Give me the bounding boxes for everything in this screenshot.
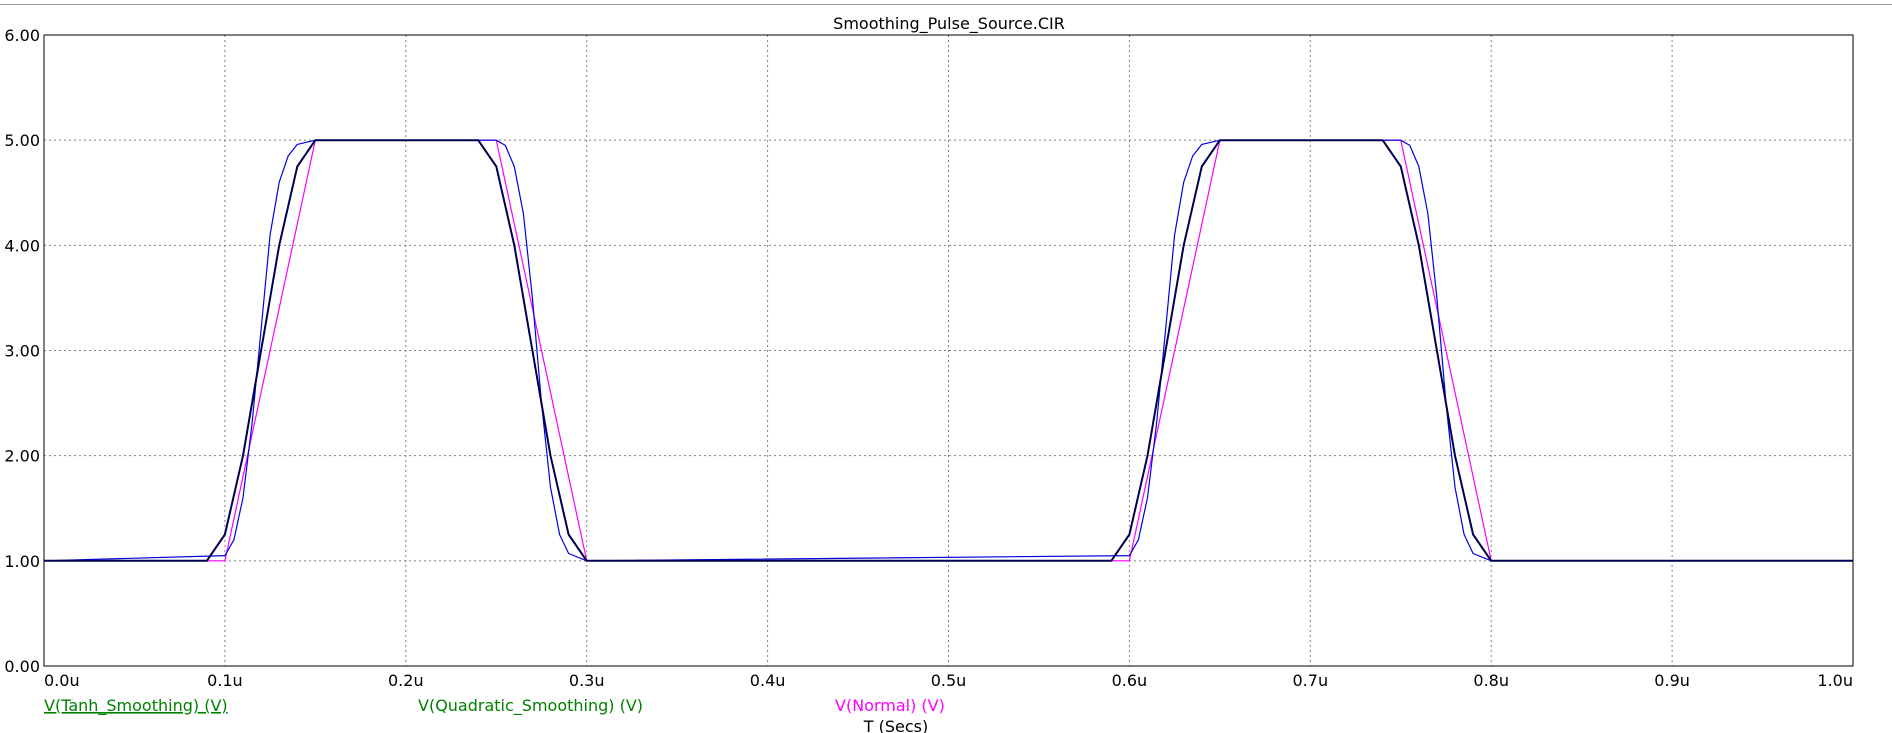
x-tick-label: 0.3u [569, 671, 605, 690]
series-line-tanh [43, 139, 1853, 562]
y-tick-label: 3.00 [4, 342, 40, 361]
x-tick-label: 0.2u [388, 671, 424, 690]
x-tick-label: 0.0u [44, 671, 80, 690]
y-tick-label: 5.00 [4, 131, 40, 150]
legend: V(Tanh_Smoothing) (V) V(Quadratic_Smooth… [44, 696, 945, 716]
y-axis-ticks: 0.00 1.00 2.00 3.00 4.00 5.00 6.00 [4, 26, 40, 676]
x-tick-label: 0.4u [750, 671, 786, 690]
x-tick-label: 0.5u [931, 671, 967, 690]
x-axis-label: T (Secs) [863, 717, 928, 733]
y-tick-label: 6.00 [4, 26, 40, 45]
grid [44, 35, 1853, 666]
y-tick-label: 1.00 [4, 552, 40, 571]
series-lines [43, 139, 1853, 562]
y-tick-label: 4.00 [4, 236, 40, 255]
chart-title: Smoothing_Pulse_Source.CIR [833, 14, 1065, 34]
x-tick-label: 0.6u [1112, 671, 1148, 690]
x-tick-label: 0.9u [1654, 671, 1690, 690]
window-top-border [0, 0, 1892, 5]
legend-item-tanh[interactable]: V(Tanh_Smoothing) (V) [44, 696, 228, 716]
x-tick-label: 0.8u [1473, 671, 1509, 690]
y-tick-label: 0.00 [4, 657, 40, 676]
legend-item-normal[interactable]: V(Normal) (V) [835, 696, 945, 715]
x-tick-label: 1.0u [1817, 671, 1853, 690]
plot-frame [43, 34, 1854, 667]
y-tick-label: 2.00 [4, 447, 40, 466]
x-axis-ticks: 0.0u 0.1u 0.2u 0.3u 0.4u 0.5u 0.6u 0.7u 0.8u 0.9u… [44, 671, 1853, 690]
x-tick-label: 0.7u [1293, 671, 1329, 690]
legend-item-quadratic[interactable]: V(Quadratic_Smoothing) (V) [418, 696, 643, 716]
series-line-quadratic [44, 139, 1853, 562]
x-tick-label: 0.1u [207, 671, 243, 690]
